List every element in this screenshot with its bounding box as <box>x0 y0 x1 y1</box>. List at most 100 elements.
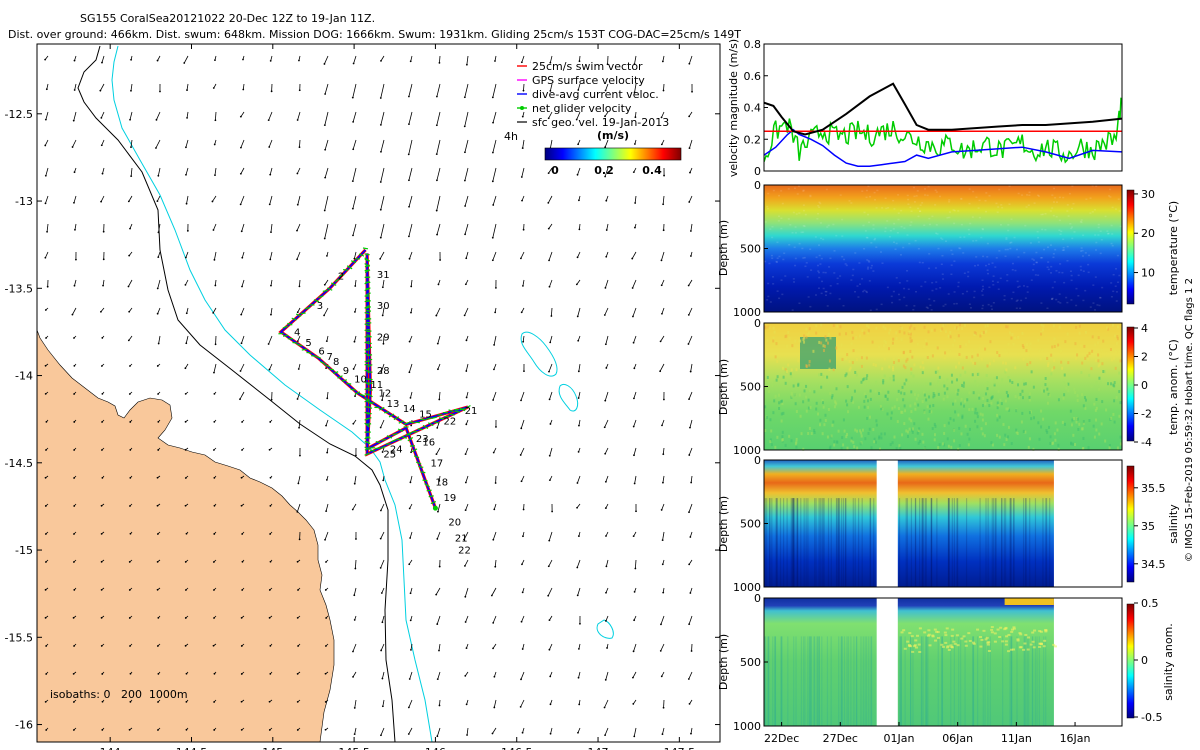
temp-anomaly-noise <box>805 409 808 413</box>
temp-anomaly-noise <box>1091 349 1094 353</box>
temperature-noise <box>1092 284 1095 286</box>
temp-anomaly-noise <box>764 405 767 409</box>
temp-anomaly-noise <box>888 365 891 369</box>
temperature-noise <box>1025 206 1028 208</box>
temp-anomaly-noise <box>1113 399 1116 403</box>
net-glider-mark <box>448 409 454 413</box>
velocity-arrow <box>352 111 357 122</box>
temperature-noise <box>927 185 930 188</box>
temperature-noise <box>895 242 898 245</box>
temp-anomaly-noise <box>908 326 911 330</box>
temperature-noise <box>845 264 848 267</box>
velocity-arrow-head <box>491 236 494 239</box>
temp-anomaly-noise <box>1072 442 1075 446</box>
velocity-arrow-head <box>604 286 607 289</box>
velocity-arrow-head <box>688 454 691 456</box>
temperature-noise <box>973 296 976 299</box>
temperature-noise <box>1081 249 1084 252</box>
velocity-arrow <box>241 223 245 232</box>
temperature-noise <box>836 282 839 285</box>
velocity-arrow-head <box>465 339 468 342</box>
net-glider-mark <box>430 500 437 505</box>
temperature-noise <box>935 191 938 193</box>
temperature-noise <box>1051 298 1054 300</box>
velocity-arrow <box>269 195 273 205</box>
temp-anomaly-noise <box>842 418 845 422</box>
net-glider-mark <box>425 417 432 420</box>
velocity-arrow <box>298 419 301 428</box>
temperature-noise <box>928 223 931 226</box>
temp-anomaly-noise <box>1113 420 1116 424</box>
temp-anomaly-noise <box>1010 336 1013 340</box>
temp-anomaly-noise <box>1007 425 1010 429</box>
track-day-label: 25 <box>383 450 396 461</box>
map-legend: 25cm/s swim vector GPS surface velocity … <box>504 60 682 177</box>
velocity-arrow-head <box>606 647 608 649</box>
temp-anomaly-ylabel: Depth (m) <box>717 359 730 415</box>
temp-anomaly-noise <box>1094 408 1097 412</box>
net-glider-mark <box>417 428 423 431</box>
temperature-noise <box>935 281 938 283</box>
track-day-label: 28 <box>377 366 390 377</box>
temperature-noise <box>1084 289 1087 292</box>
temp-anomaly-noise <box>957 413 960 417</box>
temp-anomaly-noise <box>1029 381 1032 385</box>
velocity-arrow-head <box>632 341 635 344</box>
velocity-arrow-head <box>465 647 468 650</box>
temp-anomaly-noise <box>919 365 922 369</box>
salinity-stripe <box>838 498 840 587</box>
velocity-arrow-head <box>688 511 690 514</box>
temperature-noise <box>1017 192 1020 195</box>
temperature-noise <box>953 303 956 305</box>
velocity-arrow <box>436 139 441 155</box>
velocity-ytick-label: 0.4 <box>744 102 762 115</box>
velocity-arrow-head <box>323 237 326 240</box>
temp-anomaly-noise <box>1058 325 1061 329</box>
temp-anomaly-noise <box>996 401 999 405</box>
temp-anomaly-noise <box>916 342 919 346</box>
velocity-arrow <box>408 363 413 373</box>
salinity-stripe <box>768 498 771 587</box>
temperature-noise <box>872 228 875 230</box>
salinity-stripe <box>994 498 996 587</box>
temp-anomaly-noise <box>978 396 981 400</box>
temp-anomaly-noise <box>799 414 802 418</box>
temp-anomaly-noise <box>963 381 966 385</box>
temp-anomaly-noise <box>878 435 881 439</box>
velocity-arrow-head <box>548 619 551 622</box>
velocity-arrow-head <box>351 96 354 99</box>
temp-anomaly-noise <box>956 392 959 396</box>
temp-anomaly-noise <box>1048 425 1051 429</box>
temperature-noise <box>891 301 894 304</box>
velocity-arrow <box>185 139 189 148</box>
velocity-arrow-head <box>688 623 691 626</box>
temp-anomaly-noise <box>1057 443 1060 447</box>
temp-anomaly-noise <box>776 435 779 439</box>
temperature-noise <box>898 298 901 301</box>
net-glider-mark <box>332 371 339 375</box>
temp-anomaly-noise <box>1081 393 1084 397</box>
temperature-noise <box>896 231 899 234</box>
temp-anomaly-noise <box>840 343 843 347</box>
temperature-noise <box>1117 281 1120 283</box>
velocity-arrow <box>380 419 385 428</box>
temp-anomaly-noise <box>773 380 776 384</box>
temperature-noise <box>1077 295 1080 297</box>
temp-anomaly-noise <box>900 338 903 342</box>
temp-anomaly-noise <box>790 374 793 378</box>
temp-anomaly-noise <box>772 336 775 340</box>
velocity-arrow-head <box>298 89 301 92</box>
track-day-label: 21 <box>465 406 478 417</box>
velocity-arrow-head <box>184 283 187 286</box>
velocity-arrow-head <box>156 200 159 202</box>
temperature-noise <box>824 290 827 293</box>
velocity-arrow-head <box>157 729 159 731</box>
temperature-noise <box>1018 285 1021 288</box>
temp-anomaly-noise <box>1064 340 1067 344</box>
salinity-stripe <box>930 498 932 587</box>
velocity-arrow <box>465 475 469 483</box>
temperature-noise <box>1052 214 1055 217</box>
salinity-stripe <box>792 498 795 587</box>
temp-anomaly-noise <box>863 377 866 381</box>
temp-anomaly-noise <box>1082 421 1085 425</box>
